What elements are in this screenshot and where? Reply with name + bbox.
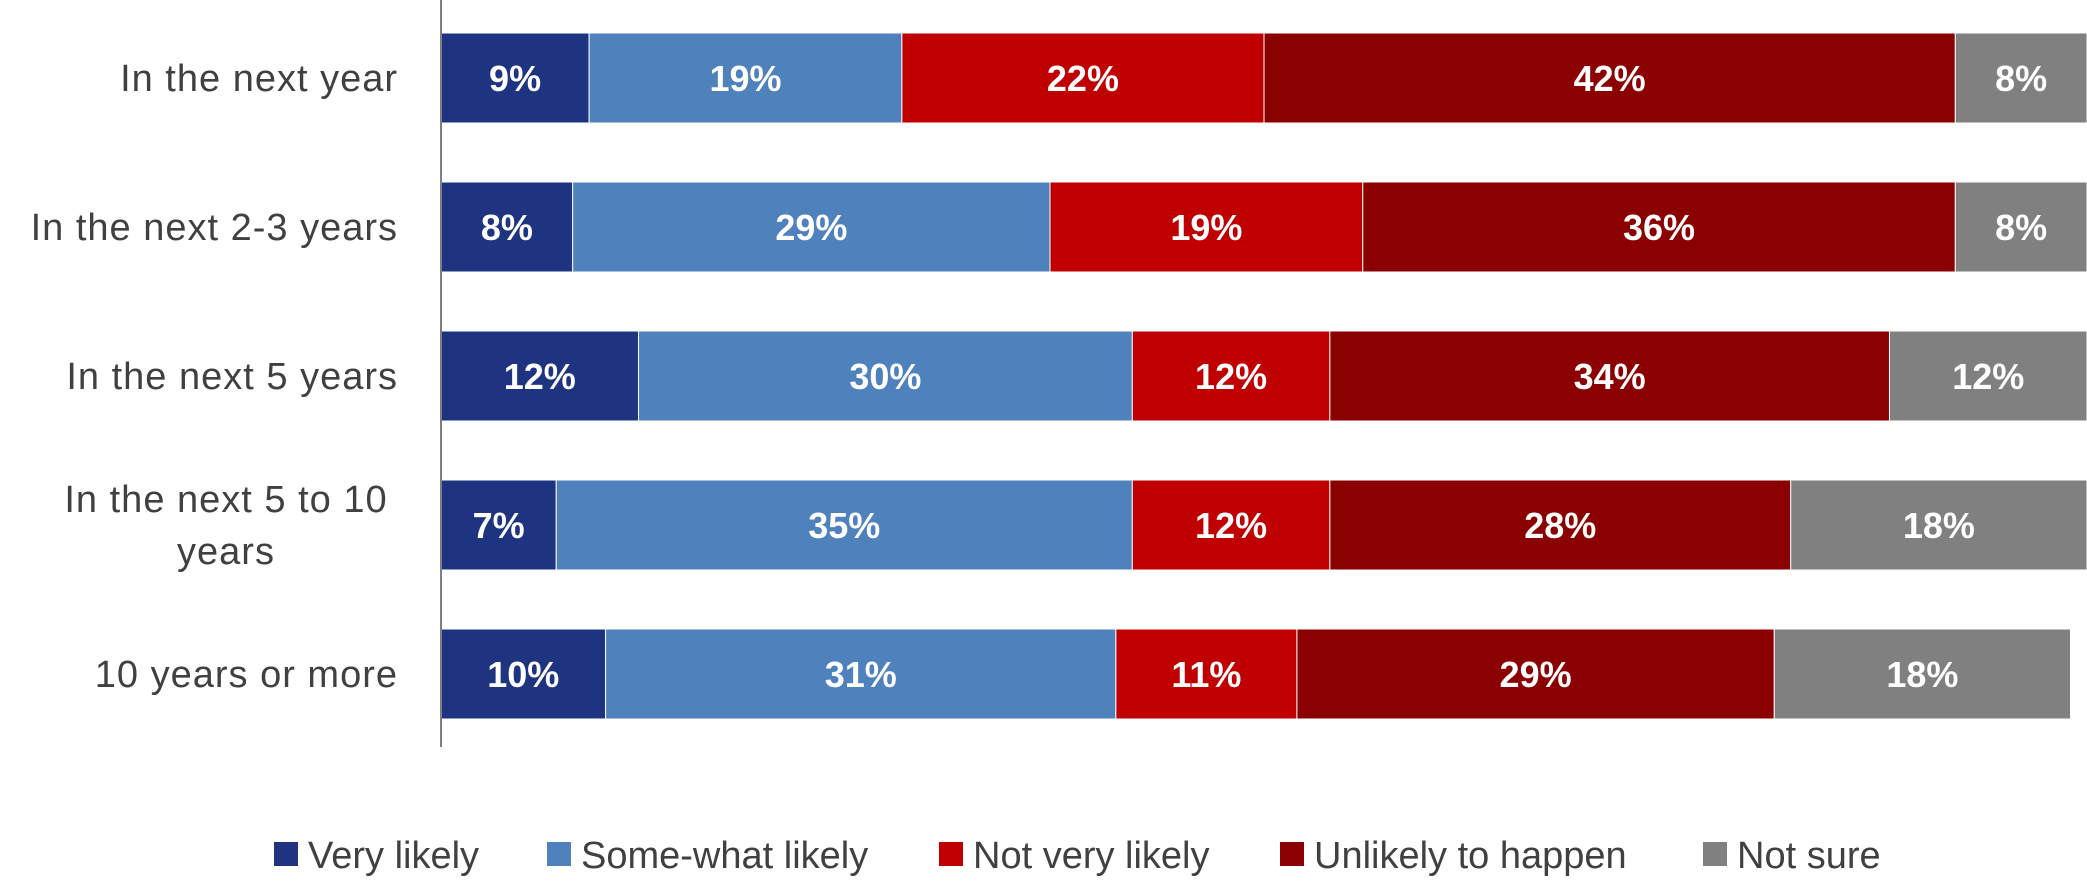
data-label-some-what-likely-in-the-next-year: 19% bbox=[709, 58, 781, 99]
bar-unlikely-to-happen-in-the-next-5-to-10-years bbox=[1329, 479, 1792, 571]
bar-some-what-likely-in-the-next-year bbox=[588, 32, 903, 124]
bar-not-very-likely-in-the-next-2-3-years bbox=[1049, 181, 1364, 273]
bars-group: 9% 19% 22% 42% 8% 8% 29% 19% 36% 8% 12% 30% 12% 34% 12… bbox=[440, 32, 2087, 720]
bar-very-likely-in-the-next-2-3-years bbox=[440, 181, 574, 273]
data-label-unlikely-to-happen-in-the-next-year: 42% bbox=[1574, 58, 1646, 99]
bar-unlikely-to-happen-in-the-next-year bbox=[1263, 32, 1956, 124]
bar-very-likely-10-years-or-more bbox=[440, 628, 607, 720]
bar-some-what-likely-in-the-next-5-to-10-years bbox=[555, 479, 1133, 571]
data-label-not-sure-10-years-or-more: 18% bbox=[1886, 654, 1958, 695]
bar-not-very-likely-in-the-next-5-years bbox=[1131, 330, 1331, 422]
category-label-10-years-or-more: 10 years or more bbox=[95, 654, 398, 696]
legend-label-very-likely: Very likely bbox=[308, 835, 479, 877]
category-label-in-the-next-5-years: In the next 5 years bbox=[66, 356, 398, 398]
bar-not-very-likely-in-the-next-5-to-10-years bbox=[1131, 479, 1331, 571]
bar-unlikely-to-happen-in-the-next-5-years bbox=[1329, 330, 1890, 422]
data-label-very-likely-in-the-next-2-3-years: 8% bbox=[481, 207, 533, 248]
bar-not-very-likely-in-the-next-year bbox=[901, 32, 1265, 124]
legend-swatch-not-sure bbox=[1703, 842, 1727, 866]
data-label-very-likely-in-the-next-5-to-10-years: 7% bbox=[473, 505, 525, 546]
data-label-not-very-likely-in-the-next-5-to-10-years: 12% bbox=[1195, 505, 1267, 546]
data-label-not-sure-in-the-next-5-to-10-years: 18% bbox=[1903, 505, 1975, 546]
bar-some-what-likely-in-the-next-2-3-years bbox=[572, 181, 1051, 273]
bar-not-sure-in-the-next-5-years bbox=[1888, 330, 2087, 422]
legend-label-not-very-likely: Not very likely bbox=[973, 835, 1210, 877]
data-label-unlikely-to-happen-in-the-next-2-3-years: 36% bbox=[1623, 207, 1695, 248]
bar-not-sure-in-the-next-2-3-years bbox=[1954, 181, 2087, 273]
bar-not-sure-in-the-next-5-to-10-years bbox=[1790, 479, 2087, 571]
legend-item-unlikely-to-happen: Unlikely to happen bbox=[1280, 835, 1627, 877]
data-label-not-sure-in-the-next-year: 8% bbox=[1995, 58, 2047, 99]
data-label-very-likely-10-years-or-more: 10% bbox=[487, 654, 559, 695]
data-label-some-what-likely-in-the-next-2-3-years: 29% bbox=[775, 207, 847, 248]
data-label-not-very-likely-in-the-next-5-years: 12% bbox=[1195, 356, 1267, 397]
bar-some-what-likely-10-years-or-more bbox=[605, 628, 1117, 720]
data-label-some-what-likely-in-the-next-5-years: 30% bbox=[849, 356, 921, 397]
legend-item-not-very-likely: Not very likely bbox=[939, 835, 1210, 877]
data-label-not-sure-in-the-next-5-years: 12% bbox=[1952, 356, 2024, 397]
legend-label-some-what-likely: Some-what likely bbox=[581, 835, 868, 877]
data-label-unlikely-to-happen-in-the-next-5-years: 34% bbox=[1574, 356, 1646, 397]
data-label-not-very-likely-in-the-next-year: 22% bbox=[1047, 58, 1119, 99]
legend-item-very-likely: Very likely bbox=[274, 835, 479, 877]
category-label-in-the-next-2-3-years: In the next 2-3 years bbox=[31, 207, 398, 249]
data-label-very-likely-in-the-next-year: 9% bbox=[489, 58, 541, 99]
bar-not-very-likely-10-years-or-more bbox=[1115, 628, 1298, 720]
category-label-in-the-next-5-to-10-years: In the next 5 to 10 years bbox=[64, 479, 387, 573]
category-labels: In the next year In the next 2-3 years In … bbox=[31, 58, 398, 696]
legend-label-unlikely-to-happen: Unlikely to happen bbox=[1314, 835, 1627, 877]
data-label-not-very-likely-10-years-or-more: 11% bbox=[1171, 654, 1241, 695]
legend-swatch-unlikely-to-happen bbox=[1280, 842, 1304, 866]
legend-item-not-sure: Not sure bbox=[1703, 835, 1881, 877]
data-label-not-very-likely-in-the-next-2-3-years: 19% bbox=[1170, 207, 1242, 248]
bar-unlikely-to-happen-in-the-next-2-3-years bbox=[1362, 181, 1956, 273]
legend-swatch-very-likely bbox=[274, 842, 298, 866]
data-label-very-likely-in-the-next-5-years: 12% bbox=[504, 356, 576, 397]
data-label-some-what-likely-in-the-next-5-to-10-years: 35% bbox=[808, 505, 880, 546]
bar-not-sure-in-the-next-year bbox=[1954, 32, 2087, 124]
bar-some-what-likely-in-the-next-5-years bbox=[638, 330, 1133, 422]
data-label-not-sure-in-the-next-2-3-years: 8% bbox=[1995, 207, 2047, 248]
legend-swatch-not-very-likely bbox=[939, 842, 963, 866]
legend-swatch-some-what-likely bbox=[547, 842, 571, 866]
legend-label-not-sure: Not sure bbox=[1737, 835, 1881, 877]
legend-item-some-what-likely: Some-what likely bbox=[547, 835, 868, 877]
bar-not-sure-10-years-or-more bbox=[1773, 628, 2072, 720]
legend: Very likely Some-what likely Not very like… bbox=[274, 835, 1881, 877]
data-label-unlikely-to-happen-in-the-next-5-to-10-years: 28% bbox=[1524, 505, 1596, 546]
category-label-in-the-next-year: In the next year bbox=[120, 58, 398, 100]
bar-very-likely-in-the-next-year bbox=[440, 32, 590, 124]
data-label-unlikely-to-happen-10-years-or-more: 29% bbox=[1500, 654, 1572, 695]
data-label-some-what-likely-10-years-or-more: 31% bbox=[825, 654, 897, 695]
